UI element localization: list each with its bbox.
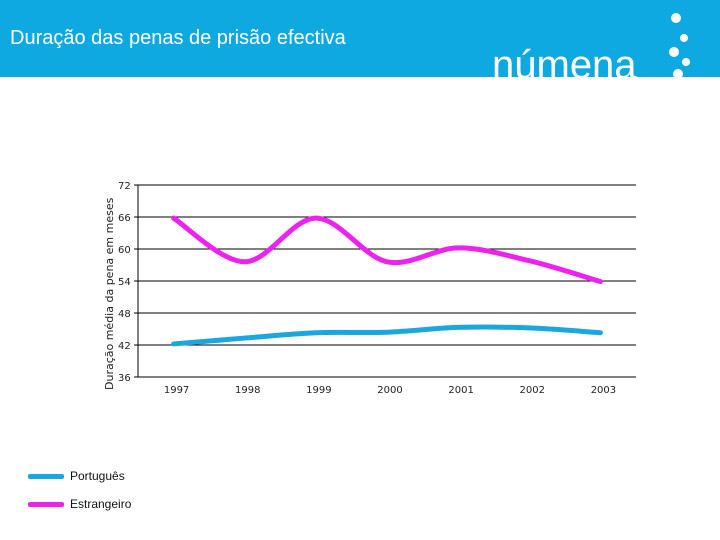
- numena-logo: númena: [492, 13, 690, 89]
- y-tick-label: 42: [118, 341, 131, 352]
- legend-swatch-estrangeiro: [28, 501, 64, 507]
- legend: Português Estrangeiro: [28, 465, 131, 521]
- logo-dot: [673, 69, 683, 79]
- legend-swatch-portugues: [28, 473, 64, 479]
- x-tick-label: 2001: [448, 385, 473, 396]
- logo-dot: [682, 81, 690, 89]
- x-tick-label: 2002: [520, 385, 545, 396]
- logo-dot: [682, 58, 690, 66]
- y-tick-label: 48: [118, 309, 131, 320]
- legend-item-portugues: Português: [28, 465, 131, 487]
- logo-dot: [680, 34, 688, 42]
- x-tick-label: 1998: [235, 385, 260, 396]
- y-tick-label: 72: [118, 181, 131, 192]
- header-bar: [0, 0, 720, 77]
- y-tick-label: 60: [118, 245, 131, 256]
- legend-label: Estrangeiro: [70, 497, 132, 511]
- series-line-estrangeiro: [171, 215, 603, 285]
- y-axis-label: Duração média da pena em meses: [103, 197, 116, 390]
- legend-item-estrangeiro: Estrangeiro: [28, 493, 131, 515]
- y-tick-label: 36: [118, 373, 131, 384]
- logo-dot: [671, 13, 681, 23]
- page-title: Duração das penas de prisão efectiva: [10, 27, 346, 49]
- legend-label: Português: [70, 469, 125, 483]
- x-tick-label: 1999: [306, 385, 331, 396]
- x-tick-label: 2000: [377, 385, 402, 396]
- x-tick-label: 1997: [164, 385, 189, 396]
- y-tick-label: 54: [118, 277, 131, 288]
- logo-dot: [669, 47, 679, 57]
- y-tick-label: 66: [118, 213, 131, 224]
- logo-text: númena: [492, 43, 637, 87]
- series-line-portugues: [171, 324, 603, 347]
- x-tick-label: 2003: [591, 385, 616, 396]
